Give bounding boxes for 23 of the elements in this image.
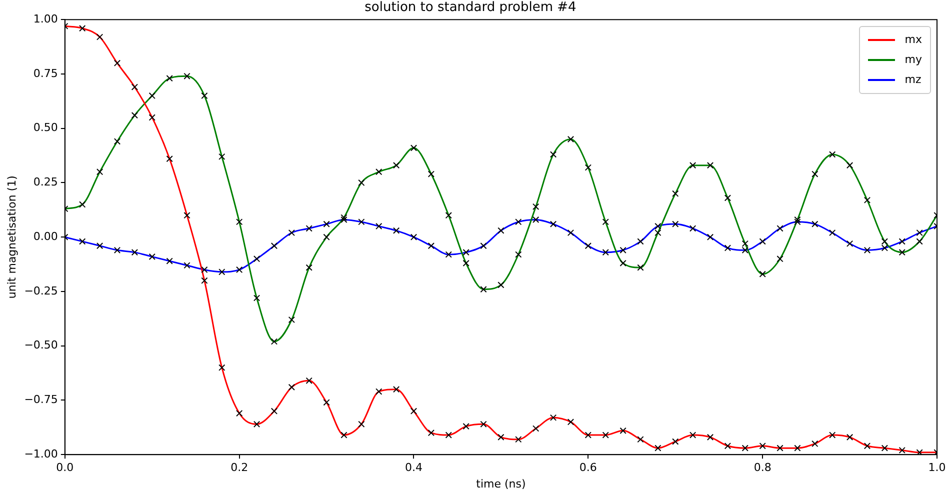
- y-tick-label: −1.00: [24, 447, 58, 460]
- x-tick-label: 1.0: [928, 461, 946, 474]
- y-axis-title: unit magnetisation (1): [5, 176, 18, 299]
- line-series: [64, 218, 937, 273]
- y-tick-label: 0.25: [33, 176, 58, 189]
- y-tick-label: 1.00: [33, 12, 58, 26]
- x-tick-label: 0.6: [579, 461, 597, 474]
- y-tick-label: 0.00: [33, 230, 58, 243]
- y-tick-label: −0.50: [24, 338, 58, 352]
- y-tick-label: −0.75: [24, 393, 58, 406]
- line-series: [64, 75, 937, 342]
- chart-title: solution to standard problem #4: [364, 0, 576, 16]
- legend-label: mz: [904, 73, 922, 86]
- x-axis-title: time (ns): [476, 477, 526, 490]
- x-tick-label: 0.4: [404, 461, 422, 474]
- y-tick-label: 0.75: [33, 66, 58, 80]
- legend-label: mx: [904, 33, 922, 46]
- legend-label: my: [904, 53, 922, 66]
- y-tick-label: 0.50: [33, 121, 58, 134]
- x-tick-label: 0.2: [230, 461, 248, 474]
- y-tick-label: −0.25: [24, 284, 58, 298]
- x-tick-label: 0.8: [754, 461, 772, 474]
- x-tick-label: 0.0: [56, 461, 74, 474]
